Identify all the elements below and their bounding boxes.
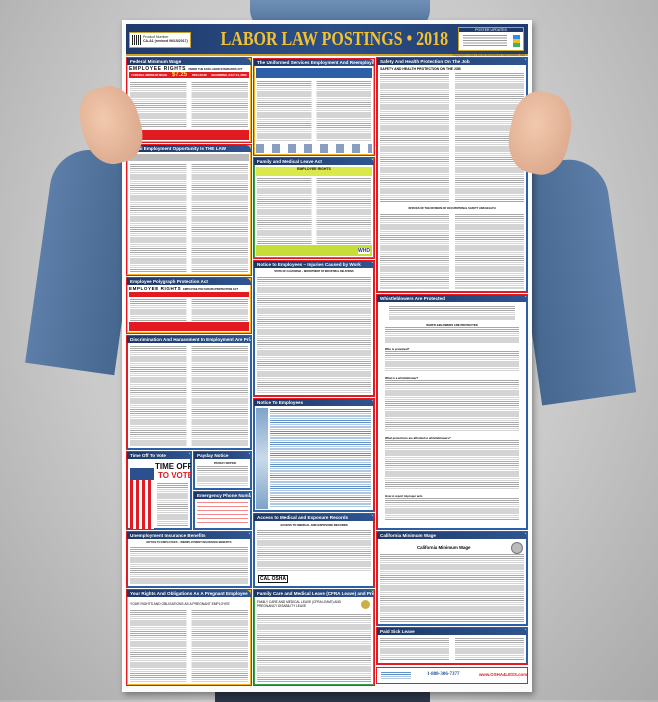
ca-min-wage-headline: California Minimum Wage <box>417 545 471 550</box>
panel-title: Safety And Health Protection On The Job <box>377 58 527 65</box>
panel-title: Payday Notice <box>194 452 251 459</box>
whistleblowers-subtitle: WHISTLEBLOWERS ARE PROTECTED <box>426 323 478 327</box>
panel-title: Access to Medical and Exposure Records <box>254 514 374 521</box>
banner-sub: UNDER THE FAIR LABOR STANDARDS ACT <box>188 68 243 71</box>
cal-osha-logo: CAL OSHA <box>258 575 289 583</box>
panel-notice-to-employees: Notice To Employees <box>253 398 375 512</box>
panel-title: Notice To Employees <box>254 399 374 406</box>
product-code: CA-A1 (revised 06/15/2017) <box>143 39 188 43</box>
panel-whistleblowers: Whistleblowers Are Protected WHISTLEBLOW… <box>376 294 528 530</box>
protections-afforded: What protections are afforded to whistle… <box>385 436 451 440</box>
time-off-headline: TIME OFF <box>155 462 192 471</box>
panel-emergency-phone-numbers: Emergency Phone Numbers <box>193 491 252 530</box>
safety-headline: SAFETY AND HEALTH PROTECTION ON THE JOB <box>380 67 461 71</box>
panel-ca-minimum-wage: California Minimum Wage California Minim… <box>376 531 528 626</box>
state-seal-icon <box>361 600 370 609</box>
banner: EMPLOYEE RIGHTS <box>129 66 187 72</box>
panel-title: Time Off To Vote <box>127 452 191 459</box>
panel-title: Your Rights And Obligations As A Pregnan… <box>127 590 251 597</box>
copyright: Copyright © 2017 ELITE BUSINESS VENTURES… <box>452 53 526 57</box>
payday-subtitle: PAYDAY NOTICE <box>214 461 237 465</box>
panel-title: Discrimination And Harassment In Employm… <box>127 336 251 343</box>
poster-updates-box: POSTER UPDATES <box>458 27 524 51</box>
panel-title: Unemployment Insurance Benefits <box>127 532 251 539</box>
panel-pregnant-employee: Your Rights And Obligations As A Pregnan… <box>126 589 252 686</box>
banner-sub: EMPLOYEE POLYGRAPH PROTECTION ACT <box>183 288 239 291</box>
how-to-report: How to report improper acts <box>385 494 423 498</box>
panel-family-care: Family Care and Medical Leave (CFRA Leav… <box>253 589 375 686</box>
panel-uniformed-services: The Uniformed Services Employment And Re… <box>253 58 375 156</box>
footer-phone: 1-888-306-7377 <box>427 672 460 677</box>
qr-code-icon <box>132 35 141 45</box>
labor-law-poster: Product Number CA-A1 (revised 06/15/2017)… <box>122 20 532 692</box>
osha-offices: OFFICES OF THE DIVISION OF OCCUPATIONAL … <box>408 207 496 210</box>
poster-title: LABOR LAW POSTINGS • 2018 <box>220 28 449 50</box>
panel-eeo: Equal Employment Opportunity Is THE LAW <box>126 144 252 276</box>
wage-per: PER HOUR <box>191 73 207 77</box>
whd-logo: WHD <box>358 248 370 254</box>
product-number-box: Product Number CA-A1 (revised 06/15/2017) <box>129 32 191 48</box>
panel-title: Emergency Phone Numbers <box>194 492 251 499</box>
family-care-headline: FAMILY CARE AND MEDICAL LEAVE (CFRA LEAV… <box>257 600 341 608</box>
updates-label: POSTER UPDATES <box>459 28 523 32</box>
pregnant-headline: YOUR RIGHTS AND OBLIGATIONS AS A PREGNAN… <box>130 602 230 606</box>
state-seal-icon <box>511 542 523 554</box>
brand-logo: www.OSHA4LESS.com <box>479 672 528 677</box>
medical-records-subtitle: ACCESS TO MEDICAL AND EXPOSURE RECORDS <box>280 523 348 527</box>
panel-safety-health: Safety And Health Protection On The Job … <box>376 57 528 293</box>
poster-header: Product Number CA-A1 (revised 06/15/2017)… <box>126 24 528 56</box>
panel-title: Federal Minimum Wage <box>127 58 251 65</box>
panel-polygraph: Employee Polygraph Protection Act EMPLOY… <box>126 277 252 334</box>
panel-title: Family Care and Medical Leave (CFRA Leav… <box>254 590 374 597</box>
unemployment-subtitle: NOTICE TO EMPLOYEES · UNEMPLOYMENT INSUR… <box>146 541 232 544</box>
banner: EMPLOYEE RIGHTS <box>129 286 182 291</box>
panel-payday-notice: Payday Notice PAYDAY NOTICE <box>193 451 252 490</box>
panel-unemployment: Unemployment Insurance Benefits NOTICE T… <box>126 531 252 588</box>
poster-footer: 1-888-306-7377 www.OSHA4LESS.com <box>376 667 528 684</box>
panel-federal-minimum-wage: Federal Minimum Wage EMPLOYEE RIGHTS UND… <box>126 57 252 143</box>
panel-title: Paid Sick Leave <box>377 628 527 635</box>
panel-title: Whistleblowers Are Protected <box>377 295 527 302</box>
panel-title: California Minimum Wage <box>377 532 527 539</box>
ballot-box-icon <box>130 468 154 529</box>
panel-title: Family and Medical Leave Act <box>254 158 374 165</box>
panel-paid-sick-leave: Paid Sick Leave <box>376 627 528 665</box>
panel-discrimination: Discrimination And Harassment In Employm… <box>126 335 252 450</box>
to-vote-headline: TO VOTE <box>158 471 192 480</box>
panel-title: Employee Polygraph Protection Act <box>127 278 251 285</box>
wage-value: $7.25 <box>172 72 188 78</box>
wage-label: FEDERAL MINIMUM WAGE <box>131 73 168 77</box>
panel-time-off-to-vote: Time Off To Vote TIME OFF TO VOTE <box>126 451 192 530</box>
panel-injuries-caused-by-work: Notice to Employees – Injuries Caused by… <box>253 260 375 397</box>
who-is-protected: Who is protected? <box>385 347 410 351</box>
panel-title: Notice to Employees – Injuries Caused by… <box>254 261 374 268</box>
injuries-subtitle: STATE OF CALIFORNIA – DEPARTMENT OF INDU… <box>274 270 354 273</box>
panel-title: Equal Employment Opportunity Is THE LAW <box>127 145 251 152</box>
product-label: Product Number <box>143 35 169 39</box>
panel-fmla: Family and Medical Leave Act EMPLOYEE RI… <box>253 157 375 259</box>
fmla-banner: EMPLOYEE RIGHTS <box>256 167 372 176</box>
panel-medical-records: Access to Medical and Exposure Records A… <box>253 513 375 588</box>
wage-effective: BEGINNING JULY 24, 2009 <box>211 73 247 77</box>
what-is-whistleblower: What is a whistleblower? <box>385 376 419 380</box>
panel-title: The Uniformed Services Employment And Re… <box>254 59 374 66</box>
